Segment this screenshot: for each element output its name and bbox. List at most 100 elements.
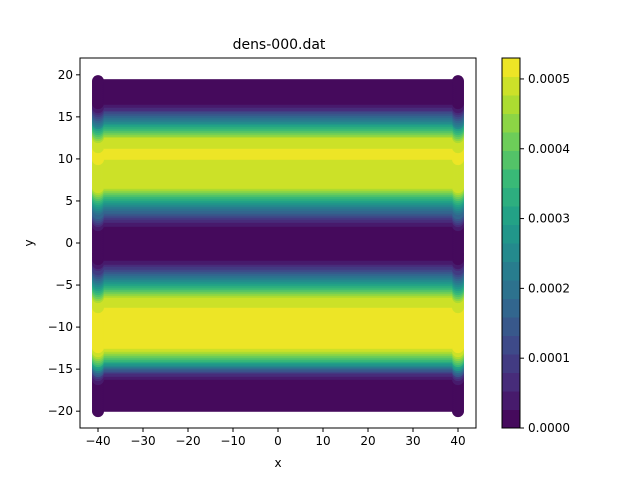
density-band [98, 174, 458, 176]
density-band [98, 398, 458, 400]
density-edge-marker [452, 75, 464, 88]
density-band [98, 348, 458, 350]
density-band [98, 375, 458, 377]
density-band [98, 183, 458, 185]
density-band [98, 199, 458, 201]
density-band [98, 234, 458, 236]
density-band [98, 282, 458, 284]
density-band [98, 245, 458, 247]
density-band [98, 95, 458, 97]
density-band [98, 273, 458, 275]
density-band [98, 140, 458, 142]
density-band [98, 116, 458, 118]
density-band [98, 218, 458, 220]
density-band [98, 187, 458, 189]
density-band [98, 308, 458, 310]
density-band [98, 314, 458, 316]
density-band [98, 180, 458, 182]
density-band [98, 79, 458, 81]
colorbar-segment [502, 335, 520, 355]
density-band [98, 136, 458, 138]
density-band [98, 261, 458, 263]
density-band [98, 406, 458, 408]
density-band [98, 385, 458, 387]
density-band [98, 270, 458, 272]
density-band [98, 107, 458, 109]
density-band [98, 154, 458, 156]
density-band [98, 125, 458, 127]
density-band [98, 172, 458, 174]
density-band [98, 109, 458, 111]
density-band [98, 249, 458, 251]
density-band [98, 349, 458, 351]
density-band [98, 362, 458, 364]
density-band [98, 248, 458, 250]
density-band [98, 307, 458, 309]
density-band [98, 131, 458, 133]
density-band [98, 319, 458, 321]
density-band [98, 104, 458, 106]
density-band [98, 201, 458, 203]
density-band [98, 232, 458, 234]
density-band [98, 150, 458, 152]
density-band [98, 370, 458, 372]
density-band [98, 378, 458, 380]
density-band [98, 90, 458, 92]
density-band [98, 386, 458, 388]
density-band [98, 202, 458, 204]
density-band [98, 344, 458, 346]
density-band [98, 328, 458, 330]
density-band [98, 173, 458, 175]
y-tick-label: 15 [58, 110, 73, 124]
density-band [98, 343, 458, 345]
density-band [98, 139, 458, 141]
density-band [98, 382, 458, 384]
density-band [98, 335, 458, 337]
density-band [98, 214, 458, 216]
density-band [98, 189, 458, 191]
density-band [98, 204, 458, 206]
density-band [98, 129, 458, 131]
density-band [98, 239, 458, 241]
y-tick-label: −15 [48, 362, 73, 376]
density-band [98, 80, 458, 82]
density-band [98, 312, 458, 314]
density-band [98, 164, 458, 166]
density-band [98, 298, 458, 300]
density-band [98, 122, 458, 124]
density-band [98, 113, 458, 115]
density-band [98, 155, 458, 157]
y-axis: −20 −15 −10 −5 0 5 10 15 20 [48, 68, 80, 418]
density-band [98, 114, 458, 116]
density-band [98, 225, 458, 227]
density-band [98, 88, 458, 90]
density-band [98, 102, 458, 104]
density-band [98, 124, 458, 126]
density-band [98, 196, 458, 198]
density-band [98, 157, 458, 159]
density-band [98, 132, 458, 134]
density-band [98, 96, 458, 98]
density-band [98, 144, 458, 146]
density-band [98, 310, 458, 312]
density-band [98, 389, 458, 391]
density-band [98, 367, 458, 369]
density-band [98, 296, 458, 298]
density-band [98, 181, 458, 183]
density-band [98, 229, 458, 231]
density-band [98, 83, 458, 85]
y-tick-label: −5 [55, 278, 73, 292]
density-band [98, 127, 458, 129]
colorbar-segment [502, 58, 520, 77]
density-band [98, 354, 458, 356]
colorbar-segment [502, 354, 520, 373]
x-tick-label: −30 [130, 434, 155, 448]
density-band [98, 285, 458, 287]
density-band [98, 383, 458, 385]
density-band [98, 111, 458, 113]
density-band [98, 97, 458, 99]
density-band [98, 271, 458, 273]
colorbar-segment [502, 76, 520, 96]
density-band [98, 145, 458, 147]
density-band [98, 268, 458, 270]
